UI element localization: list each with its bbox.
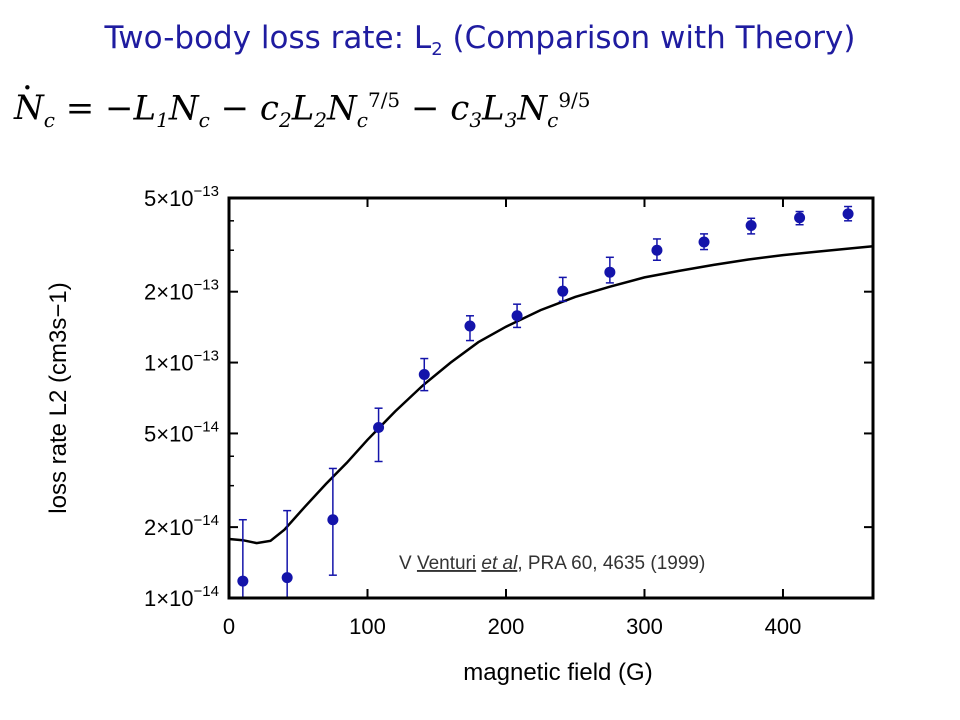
eq-t3-n: N <box>517 88 548 129</box>
x-axis-label: magnetic field (G) <box>463 659 652 686</box>
eq-t2-c-sub: 2 <box>278 108 292 133</box>
data-point <box>418 368 430 380</box>
y-tick-label: 2×10−13 <box>144 277 219 305</box>
data-point <box>281 572 293 584</box>
citation-rest: , PRA 60, 4635 (1999) <box>517 553 705 574</box>
y-tick-labels: 1×10−14 2×10−14 5×10−14 1×10−13 2×10−13 5×10−… <box>144 183 219 611</box>
data-point <box>237 575 249 587</box>
plot-frame <box>227 196 875 600</box>
eq-t2-l: L <box>291 88 315 129</box>
eq-lhs-sub: c <box>43 108 55 133</box>
data-point <box>842 208 854 220</box>
data-point <box>327 514 339 526</box>
x-tick-label: 0 <box>223 614 235 639</box>
data-point <box>604 266 616 278</box>
theory-curve <box>228 244 874 545</box>
eq-t1-var: N <box>168 88 199 129</box>
data-points <box>237 205 854 599</box>
eq-t1-coef: = −L <box>54 88 157 129</box>
citation-annotation: V Venturi et al, PRA 60, 4635 (1999) <box>399 553 705 574</box>
title-text: Two-body loss rate: L <box>104 20 432 56</box>
y-tick-label: 5×10−14 <box>144 418 219 446</box>
eq-t1-coef-sub: 1 <box>156 108 169 133</box>
title-rest: (Comparison with Theory) <box>442 20 856 56</box>
eq-t2-n: N <box>327 88 357 129</box>
title-subscript: 2 <box>431 39 443 61</box>
data-point <box>373 421 385 433</box>
y-tick-label: 1×10−14 <box>144 583 219 611</box>
eq-t3-n-sub: c <box>547 108 559 133</box>
rate-equation: Nc = −L1Nc − c2L2Nc7/5 − c3L3Nc9/5 <box>14 68 591 133</box>
citation-prefix: V <box>399 553 417 574</box>
eq-t2-exp: 7/5 <box>367 88 401 112</box>
eq-t3-l: L <box>482 88 505 129</box>
citation-author: Venturi <box>417 553 476 574</box>
data-point <box>557 285 569 297</box>
y-tick-label: 1×10−13 <box>144 348 219 376</box>
data-point <box>698 236 710 248</box>
x-tick-labels: 0 100 200 300 400 <box>223 614 801 639</box>
y-axis-label: loss rate L2 (cm3s−1) <box>45 282 72 513</box>
eq-t1-var-sub: c <box>198 108 210 133</box>
x-tick-label: 100 <box>349 614 386 639</box>
x-tick-label: 400 <box>765 614 802 639</box>
y-tick-label: 2×10−14 <box>144 512 219 540</box>
data-point <box>745 220 757 232</box>
data-point <box>464 320 476 332</box>
x-tick-label: 200 <box>488 614 525 639</box>
data-point <box>794 212 806 224</box>
x-tick-label: 300 <box>626 614 663 639</box>
citation-etal: et al <box>481 553 518 574</box>
slide-title: Two-body loss rate: L2 (Comparison with … <box>0 20 960 60</box>
data-point <box>511 310 523 322</box>
data-point <box>651 244 663 256</box>
eq-t3-c-sub: 3 <box>469 108 483 133</box>
eq-t2-l-sub: 2 <box>314 108 328 133</box>
eq-t2-n-sub: c <box>356 108 368 133</box>
y-tick-label: 5×10−13 <box>144 183 219 211</box>
tick-marks <box>228 197 873 599</box>
eq-t3-l-sub: 3 <box>504 108 518 133</box>
eq-lhs: N <box>14 68 44 128</box>
eq-t3-exp: 9/5 <box>558 88 591 112</box>
eq-t2-c: − c <box>209 88 279 129</box>
eq-t3-c: − c <box>400 88 470 129</box>
